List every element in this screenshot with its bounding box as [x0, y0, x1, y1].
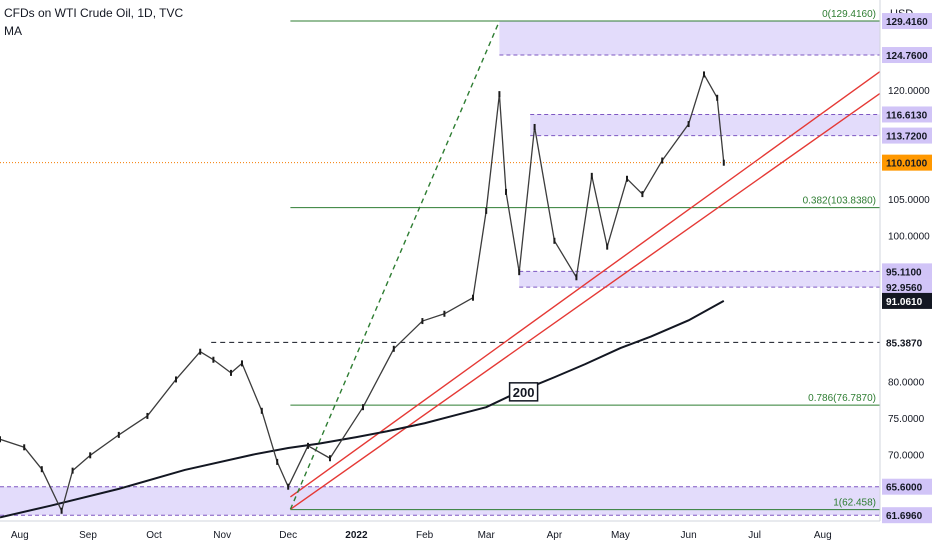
ma-label-box — [508, 382, 539, 402]
y-tick-label: 80.0000 — [888, 378, 925, 389]
price-tag — [882, 13, 932, 30]
y-tick-label: 105.0000 — [888, 195, 930, 206]
x-tick-label: Aug — [11, 530, 29, 541]
fib-level-label: 0.382(103.8380) — [803, 196, 876, 207]
y-tick-label: 75.0000 — [888, 414, 925, 425]
x-tick-label: Sep — [79, 530, 97, 541]
fib-level-label: 0.786(76.7870) — [808, 393, 876, 404]
y-tick-label: 100.0000 — [888, 232, 930, 243]
price-tag-label: 65.6000 — [886, 483, 923, 494]
x-tick-label: Mar — [478, 530, 496, 541]
price-tag — [882, 154, 932, 171]
price-tag-label: 116.6130 — [886, 110, 928, 121]
trendline — [289, 20, 501, 510]
price-tag-label: 61.6960 — [886, 511, 923, 522]
zone-band — [530, 114, 880, 136]
y-tick-label: 70.0000 — [888, 451, 925, 462]
x-tick-label: May — [611, 530, 630, 541]
x-tick-label: Dec — [279, 530, 297, 541]
price-tag-label: 124.7600 — [886, 51, 928, 62]
price-tag — [882, 334, 932, 351]
ma-label: 200 — [513, 385, 535, 400]
price-tag — [882, 478, 932, 495]
fib-level-label: 1(62.458) — [833, 498, 876, 509]
indicator-label: MA — [4, 24, 22, 38]
price-tag-label: 91.0610 — [886, 297, 923, 308]
zone-band — [519, 271, 880, 288]
price-tag — [882, 263, 932, 280]
y-tick-label: 120.0000 — [888, 86, 930, 97]
price-tag-label: 95.1100 — [886, 267, 922, 278]
zone-band — [0, 486, 880, 516]
price-tag-label: 92.9560 — [886, 283, 923, 294]
x-tick-label: Oct — [146, 530, 162, 541]
x-tick-label: Feb — [416, 530, 434, 541]
price-tag-label: 110.0100 — [886, 159, 928, 170]
price-tag — [882, 47, 932, 64]
moving-average-line — [0, 300, 725, 519]
price-tag — [882, 292, 932, 309]
fib-level-label: 0(129.4160) — [822, 9, 876, 20]
trendline — [289, 92, 881, 510]
x-tick-label: Nov — [213, 530, 231, 541]
x-tick-label: Aug — [814, 530, 832, 541]
price-tag — [882, 106, 932, 123]
price-tag — [882, 279, 932, 296]
price-tag-label: 129.4160 — [886, 17, 928, 28]
zone-band — [499, 21, 880, 56]
price-tag — [882, 507, 932, 524]
x-tick-label: Jul — [748, 530, 761, 541]
trendline — [289, 70, 881, 498]
price-tag — [882, 127, 932, 144]
x-tick-label: 2022 — [345, 530, 368, 541]
x-tick-label: Apr — [547, 530, 563, 541]
x-tick-label: Jun — [681, 530, 697, 541]
price-tag-label: 85.3870 — [886, 338, 923, 349]
price-tag-label: 113.7200 — [886, 132, 928, 143]
chart-title: CFDs on WTI Crude Oil, 1D, TVC — [4, 6, 184, 20]
